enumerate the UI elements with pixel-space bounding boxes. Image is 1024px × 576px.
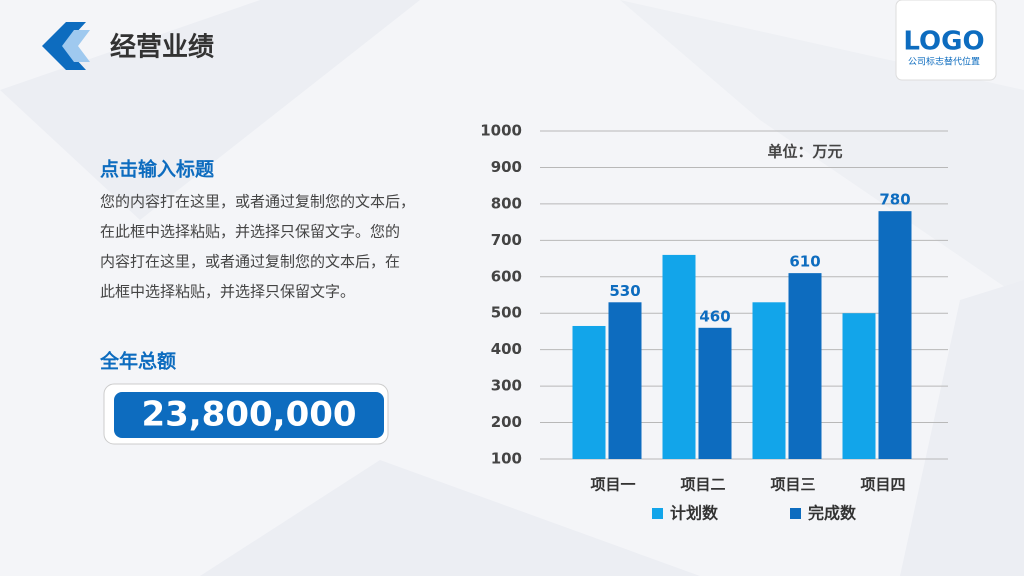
y-tick-label: 100 bbox=[491, 450, 522, 468]
bar bbox=[608, 302, 642, 459]
bar bbox=[572, 325, 606, 459]
intro-line: 您的内容打在这里，或者通过复制您的文本后， bbox=[100, 193, 415, 211]
legend-label: 完成数 bbox=[808, 504, 857, 523]
y-tick-label: 900 bbox=[491, 158, 522, 176]
decor bbox=[200, 460, 700, 576]
y-tick-label: 400 bbox=[491, 340, 522, 358]
total-label: 全年总额 bbox=[99, 350, 176, 373]
intro-line: 在此框中选择粘贴，并选择只保留文字。您的 bbox=[100, 223, 400, 241]
data-label: 610 bbox=[789, 253, 820, 271]
data-label: 530 bbox=[609, 282, 640, 300]
bar bbox=[878, 211, 912, 459]
intro-line: 内容打在这里，或者通过复制您的文本后，在 bbox=[100, 253, 400, 271]
decor bbox=[900, 280, 1024, 576]
data-label: 780 bbox=[879, 191, 910, 209]
x-tick-label: 项目一 bbox=[590, 476, 635, 494]
header-icon bbox=[42, 22, 90, 70]
x-tick-label: 项目二 bbox=[680, 476, 725, 494]
y-tick-label: 500 bbox=[491, 304, 522, 322]
y-tick-label: 800 bbox=[491, 194, 522, 212]
chart: 100 200 300 400 500 600 700 800 900 1000 项目一 530 项目二… bbox=[480, 122, 948, 523]
logo-caption: 公司标志替代位置 bbox=[908, 56, 980, 68]
legend-swatch bbox=[652, 508, 663, 519]
legend-swatch bbox=[790, 508, 801, 519]
bar bbox=[788, 273, 822, 459]
legend-label: 计划数 bbox=[670, 504, 719, 523]
bar bbox=[752, 302, 786, 459]
x-tick-label: 项目四 bbox=[860, 476, 905, 494]
bar bbox=[698, 327, 732, 459]
decor bbox=[0, 0, 420, 220]
total-box bbox=[114, 392, 384, 438]
data-label: 460 bbox=[699, 307, 730, 325]
intro-title: 点击输入标题 bbox=[100, 158, 214, 181]
logo-text: LOGO bbox=[903, 27, 984, 57]
x-tick-label: 项目三 bbox=[770, 476, 815, 494]
unit-annotation: 单位：万元 bbox=[767, 143, 842, 161]
y-tick-label: 1000 bbox=[480, 122, 522, 140]
logo-box bbox=[895, 0, 997, 81]
y-tick-label: 300 bbox=[491, 377, 522, 395]
bar bbox=[662, 254, 696, 459]
bar bbox=[842, 313, 876, 459]
y-tick-label: 700 bbox=[491, 231, 522, 249]
y-tick-label: 200 bbox=[491, 413, 522, 431]
header-title: 经营业绩 bbox=[110, 32, 214, 63]
y-tick-label: 600 bbox=[491, 267, 522, 285]
intro-line: 此框中选择粘贴，并选择只保留文字。 bbox=[100, 283, 355, 301]
total-amount: 23,800,000 bbox=[141, 395, 356, 435]
intro-text: 您的内容打在这里，或者通过复制您的文本后， 在此框中选择粘贴，并选择只保留文字。您… bbox=[100, 193, 415, 301]
